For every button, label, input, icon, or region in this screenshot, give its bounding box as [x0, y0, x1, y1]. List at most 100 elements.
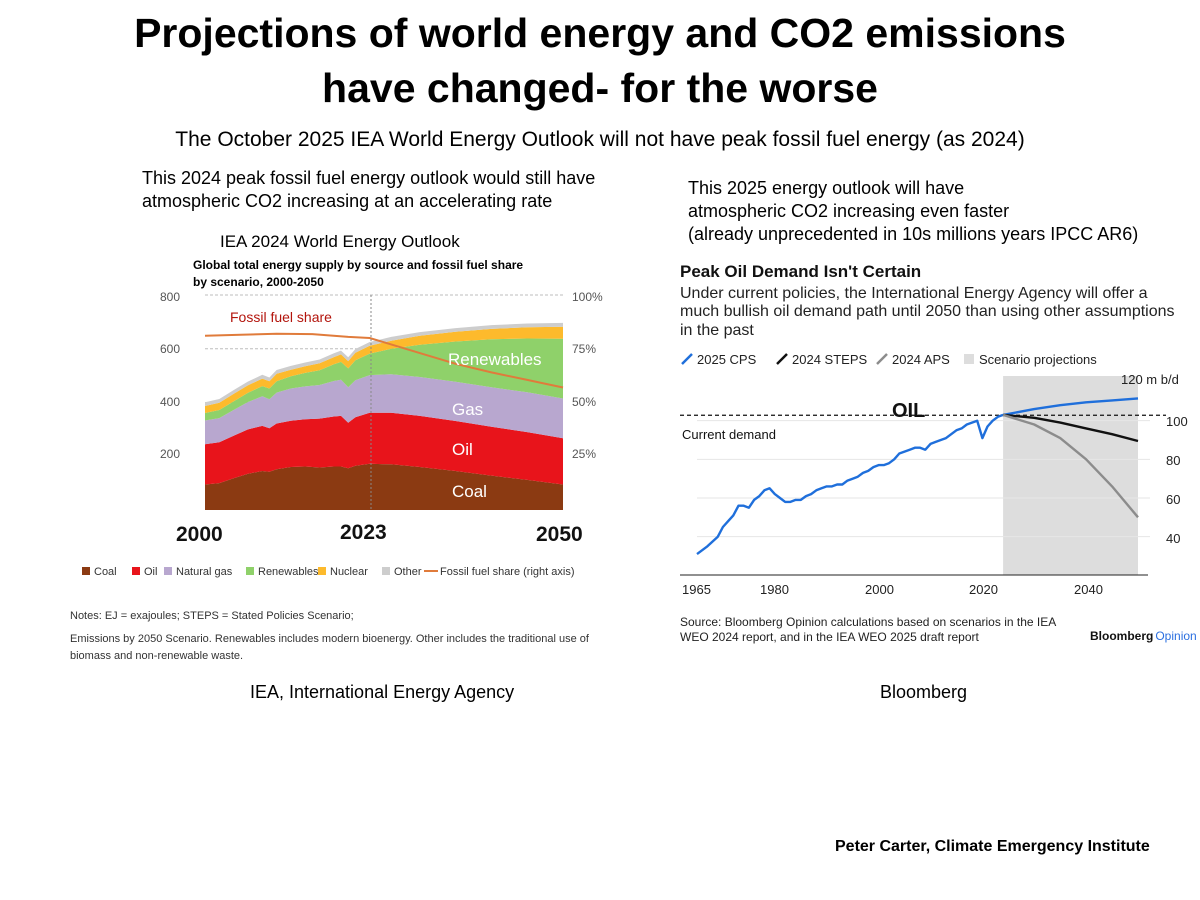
iea-legend-renewables: Renewables [246, 566, 319, 578]
iea-ytick-200: 200 [160, 447, 180, 461]
page-subtitle: The October 2025 IEA World Energy Outloo… [175, 128, 1025, 151]
left-note: This 2024 peak fossil fuel energy outloo… [142, 167, 595, 213]
iea-legend-fossil-fuel-share-right-axis: Fossil fuel share (right axis) [424, 566, 575, 578]
page-title-line-2: have changed- for the worse [322, 65, 878, 111]
right-source: Bloomberg [880, 682, 968, 702]
iea-energy-supply-chart: IEA 2024 World Energy Outlook Global tot… [70, 232, 603, 662]
bb-legend-label-2024-aps: 2024 APS [892, 352, 950, 367]
page-title-line-1: Projections of world energy and CO2 emis… [134, 10, 1066, 56]
iea-label-coal: Coal [452, 482, 487, 501]
bb-subtitle-line-1: Under current policies, the Internationa… [680, 285, 1148, 302]
iea-legend-natural-gas: Natural gas [164, 566, 233, 578]
iea-area-oil [205, 412, 563, 485]
bb-title: Peak Oil Demand Isn't Certain [680, 262, 921, 281]
bb-xtick-2000: 2000 [865, 582, 894, 597]
iea-fossil-share-line [204, 332, 564, 389]
bb-legend-scenario-projections: Scenario projections [964, 352, 1097, 367]
bb-source-line-1: Source: Bloomberg Opinion calculations b… [680, 615, 1056, 629]
bb-brand-part-1: Bloomberg [1090, 629, 1153, 643]
bb-series-lines [696, 397, 1139, 556]
iea-ytick-right-25: 25% [572, 447, 596, 461]
bb-legend-label-2024-steps: 2024 STEPS [792, 352, 867, 367]
iea-legend-swatch-other [382, 567, 390, 575]
iea-notes-line-2: Emissions by 2050 Scenario. Renewables i… [70, 633, 590, 645]
left-note-line-1: This 2024 peak fossil fuel energy outloo… [142, 168, 596, 188]
bb-xtick-1965: 1965 [682, 582, 711, 597]
bb-line-2024-aps [1002, 413, 1139, 519]
iea-label-renewables: Renewables [448, 350, 542, 369]
bb-xtick-2040: 2040 [1074, 582, 1103, 597]
iea-label-oil: Oil [452, 440, 473, 459]
iea-area-other [205, 322, 563, 406]
iea-xtick-2000: 2000 [176, 523, 223, 546]
iea-ytick-400: 400 [160, 395, 180, 409]
bb-unit-label: 120 m b/d [1121, 372, 1179, 387]
bb-xtick-2020: 2020 [969, 582, 998, 597]
bb-legend-label-2025-cps: 2025 CPS [697, 352, 757, 367]
iea-share-line [204, 332, 564, 389]
right-note: This 2025 energy outlook will have atmos… [688, 177, 1138, 246]
bb-legend-swatch-scenario-projections [964, 354, 974, 364]
bb-ytick-40: 40 [1166, 531, 1180, 546]
right-note-line-3: (already unprecedented in 10s millions y… [688, 224, 1139, 244]
bb-line-2025-cps [1002, 397, 1139, 417]
iea-legend-swatch-renewables [246, 567, 254, 575]
iea-legend-coal: Coal [82, 566, 117, 578]
bb-legend-swatch-2024-steps [776, 353, 788, 365]
iea-chart-title-line-2: by scenario, 2000-2050 [193, 275, 324, 289]
iea-legend-label-natural-gas: Natural gas [176, 566, 233, 578]
bb-xtick-1980: 1980 [760, 582, 789, 597]
iea-share-label: Fossil fuel share [230, 309, 332, 325]
bb-brand-part-2: Opinion [1155, 629, 1196, 643]
iea-legend-label-renewables: Renewables [258, 566, 319, 578]
iea-legend-oil: Oil [132, 566, 157, 578]
left-note-line-2: atmospheric CO2 increasing at an acceler… [142, 191, 553, 211]
bb-ytick-100: 100 [1166, 414, 1188, 429]
iea-legend-swatch-natural-gas [164, 567, 172, 575]
bb-oil-annotation: OIL [892, 400, 925, 422]
bb-ytick-60: 60 [1166, 492, 1180, 507]
iea-area-renewables [205, 338, 563, 421]
iea-notes-line-3: biomass and non-renewable waste. [70, 650, 243, 662]
bb-line-2024-steps [1002, 413, 1139, 443]
bb-legend: 2025 CPS 2024 STEPS 2024 APS Scenario proje… [681, 352, 1097, 367]
right-note-line-2: atmospheric CO2 increasing even faster [688, 201, 1010, 221]
bb-brand: Bloomberg Opinion [1090, 629, 1196, 643]
iea-ytick-right-75: 75% [572, 342, 596, 356]
bb-current-demand-label: Current demand [682, 427, 776, 442]
bb-legend-2025-cps: 2025 CPS [681, 352, 757, 367]
bb-legend-label-scenario-projections: Scenario projections [979, 352, 1097, 367]
bb-ytick-80: 80 [1166, 453, 1180, 468]
iea-areas [205, 322, 563, 510]
iea-ytick-600: 600 [160, 342, 180, 356]
bb-gridlines [697, 420, 1150, 538]
iea-legend-label-fossil-fuel-share-right-axis: Fossil fuel share (right axis) [440, 566, 575, 578]
bb-legend-2024-aps: 2024 APS [876, 352, 950, 367]
iea-chart-title: Global total energy supply by source and… [193, 258, 523, 272]
iea-label-gas: Gas [452, 400, 483, 419]
bb-line-history [696, 413, 1004, 556]
iea-legend-label-oil: Oil [144, 566, 157, 578]
bloomberg-oil-demand-chart: Peak Oil Demand Isn't Certain Under curr… [680, 262, 1196, 644]
iea-legend-swatch-nuclear [318, 567, 326, 575]
bb-subtitle-line-3: in the past [680, 322, 754, 339]
iea-legend-other: Other [382, 566, 422, 578]
iea-xtick-2023: 2023 [340, 521, 387, 544]
iea-notes-line-1: Notes: EJ = exajoules; STEPS = Stated Po… [70, 610, 354, 622]
iea-legend-nuclear: Nuclear [318, 566, 368, 578]
iea-area-natural-gas [205, 374, 563, 445]
bb-legend-swatch-2025-cps [681, 353, 693, 365]
bb-projection-shade [1003, 376, 1138, 575]
iea-ytick-800: 800 [160, 290, 180, 304]
bb-source-line-2: WEO 2024 report, and in the IEA WEO 2025… [680, 630, 979, 644]
bb-legend-2024-steps: 2024 STEPS [776, 352, 867, 367]
iea-legend-label-other: Other [394, 566, 422, 578]
iea-legend-swatch-oil [132, 567, 140, 575]
iea-legend: Coal Oil Natural gas Renewables Nuclear Other… [82, 566, 575, 578]
iea-area-coal [205, 463, 563, 510]
iea-xtick-2050: 2050 [536, 523, 583, 546]
iea-area-nuclear [205, 326, 563, 413]
left-source: IEA, International Energy Agency [250, 682, 515, 702]
bb-subtitle-line-2: much bullish oil demand path until 2050 … [680, 303, 1175, 320]
iea-chart-label: IEA 2024 World Energy Outlook [220, 232, 460, 251]
